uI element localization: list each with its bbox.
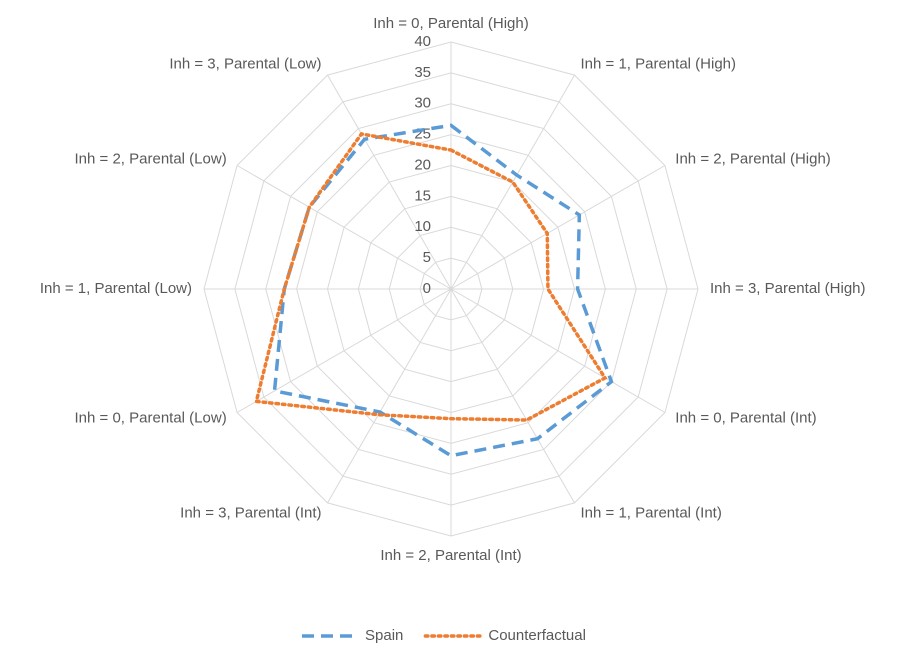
spoke [236, 165, 452, 290]
r-tick-label: 15 [414, 187, 431, 204]
spoke [236, 288, 452, 413]
series-line [254, 131, 608, 422]
spoke [450, 165, 666, 290]
spoke [327, 74, 452, 290]
category-label: Inh = 1, Parental (High) [581, 56, 737, 73]
r-tick-label: 30 [414, 95, 431, 112]
category-label: Inh = 1, Parental (Low) [40, 280, 192, 297]
category-label: Inh = 3, Parental (Int) [180, 504, 321, 521]
series-line [272, 123, 614, 458]
spoke [327, 288, 452, 504]
r-tick-label: 0 [423, 280, 431, 297]
category-label: Inh = 0, Parental (Low) [75, 409, 227, 426]
r-tick-label: 35 [414, 64, 431, 81]
r-tick-label: 5 [423, 249, 431, 266]
r-tick-label: 40 [414, 33, 431, 50]
legend-label: Counterfactual [488, 627, 586, 644]
spoke [450, 288, 575, 504]
category-label: Inh = 0, Parental (Int) [675, 409, 816, 426]
category-label: Inh = 2, Parental (Low) [75, 150, 227, 167]
category-label: Inh = 0, Parental (High) [373, 15, 529, 32]
category-label: Inh = 1, Parental (Int) [581, 504, 722, 521]
category-label: Inh = 2, Parental (Int) [380, 547, 521, 564]
r-tick-label: 25 [414, 126, 431, 143]
r-tick-label: 20 [414, 156, 431, 173]
spoke [450, 288, 666, 413]
category-label: Inh = 2, Parental (High) [675, 150, 831, 167]
legend-label: Spain [365, 627, 403, 644]
spoke [450, 74, 575, 290]
category-label: Inh = 3, Parental (High) [710, 280, 866, 297]
r-tick-label: 10 [414, 218, 431, 235]
category-label: Inh = 3, Parental (Low) [169, 56, 321, 73]
